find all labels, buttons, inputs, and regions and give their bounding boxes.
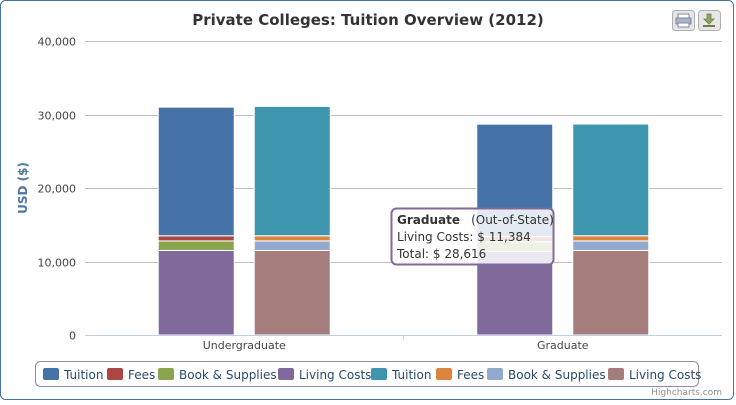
- legend-item[interactable]: Tuition: [371, 368, 431, 382]
- tooltip: Graduate (Out-of-State) Living Costs: $ …: [390, 207, 555, 266]
- legend-label: Book & Supplies: [179, 368, 277, 382]
- legend-swatch: [608, 368, 624, 380]
- bar-tuition-in-state[interactable]: [157, 106, 235, 237]
- y-axis-label: USD ($): [16, 162, 30, 214]
- legend-swatch: [371, 368, 387, 380]
- legend: Tuition Fees Book & Supplies Living Costs Tu…: [43, 368, 701, 382]
- bar-tuition-out-of-state[interactable]: [253, 105, 331, 237]
- legend-swatch: [107, 368, 123, 380]
- bars: [157, 105, 650, 336]
- tooltip-title: Graduate: [397, 213, 460, 227]
- legend-item[interactable]: Book & Supplies: [158, 368, 277, 382]
- legend-item[interactable]: Living Costs: [278, 368, 371, 382]
- legend-box: [35, 361, 699, 387]
- legend-label: Living Costs: [629, 368, 701, 382]
- x-tick-label: Undergraduate: [203, 339, 286, 352]
- legend-label: Fees: [128, 368, 155, 382]
- bar-tuition-out-of-state[interactable]: [572, 123, 650, 237]
- print-button[interactable]: [672, 10, 695, 31]
- y-tick-label: 40,000: [38, 36, 77, 49]
- tooltip-subtitle: (Out-of-State): [471, 213, 554, 227]
- bar-book-supplies-out-of-state[interactable]: [572, 240, 650, 251]
- y-tick-label: 20,000: [38, 183, 77, 196]
- legend-item[interactable]: Book & Supplies: [487, 368, 606, 382]
- legend-label: Fees: [457, 368, 484, 382]
- legend-item[interactable]: Living Costs: [608, 368, 701, 382]
- legend-swatch: [43, 368, 59, 380]
- y-axis-ticks: 0 10,000 20,000 30,000 40,000: [38, 36, 77, 343]
- tooltip-line-1: Living Costs: $ 11,384: [397, 230, 531, 244]
- bar-book-supplies-out-of-state[interactable]: [253, 240, 331, 251]
- legend-label: Living Costs: [299, 368, 371, 382]
- bar-fees-out-of-state[interactable]: [253, 235, 331, 242]
- chart-title: Private Colleges: Tuition Overview (2012…: [192, 11, 543, 29]
- legend-item[interactable]: Fees: [107, 368, 155, 382]
- chart-credit[interactable]: Highcharts.com: [651, 388, 722, 398]
- legend-swatch: [487, 368, 503, 380]
- y-tick-label: 0: [69, 330, 76, 343]
- legend-label: Book & Supplies: [508, 368, 606, 382]
- legend-swatch: [436, 368, 452, 380]
- tooltip-line-2: Total: $ 28,616: [396, 247, 486, 261]
- y-tick-label: 30,000: [38, 110, 77, 123]
- bar-living-costs-in-state[interactable]: [157, 249, 235, 336]
- bar-fees-out-of-state[interactable]: [572, 235, 650, 242]
- x-tick-label: Graduate: [537, 339, 589, 352]
- legend-label: Tuition: [391, 368, 431, 382]
- download-button[interactable]: [698, 10, 721, 31]
- printer-icon: [675, 13, 692, 28]
- legend-swatch: [278, 368, 294, 380]
- x-axis-ticks: Undergraduate Graduate: [203, 335, 589, 352]
- legend-swatch: [158, 368, 174, 380]
- bar-fees-in-state[interactable]: [157, 235, 235, 242]
- legend-item[interactable]: Fees: [436, 368, 484, 382]
- y-tick-label: 10,000: [38, 257, 77, 270]
- bar-living-costs-out-of-state[interactable]: [572, 249, 650, 336]
- bar-book-supplies-in-state[interactable]: [157, 240, 235, 251]
- legend-label: Tuition: [63, 368, 103, 382]
- download-icon: [703, 13, 715, 27]
- legend-item[interactable]: Tuition: [43, 368, 103, 382]
- svg-text:Graduate (Out-of-State): Graduate (Out-of-State): [397, 209, 554, 228]
- bar-living-costs-out-of-state[interactable]: [253, 249, 331, 336]
